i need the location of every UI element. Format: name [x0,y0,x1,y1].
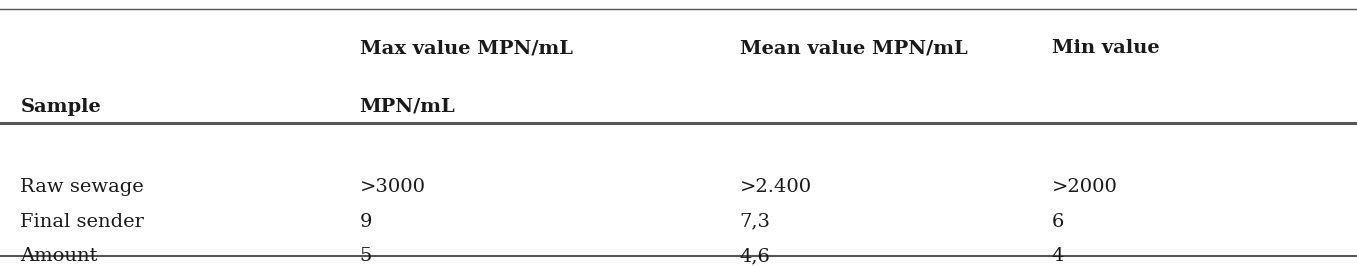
Text: Min value: Min value [1052,39,1159,57]
Text: >2000: >2000 [1052,178,1118,196]
Text: 7,3: 7,3 [740,213,771,231]
Text: Sample: Sample [20,98,102,116]
Text: Raw sewage: Raw sewage [20,178,144,196]
Text: 5: 5 [360,247,372,265]
Text: 4,6: 4,6 [740,247,771,265]
Text: MPN/mL: MPN/mL [360,98,455,116]
Text: >3000: >3000 [360,178,426,196]
Text: 4: 4 [1052,247,1064,265]
Text: Mean value MPN/mL: Mean value MPN/mL [740,39,968,57]
Text: 9: 9 [360,213,372,231]
Text: Amount: Amount [20,247,98,265]
Text: Max value MPN/mL: Max value MPN/mL [360,39,573,57]
Text: >2.400: >2.400 [740,178,811,196]
Text: 6: 6 [1052,213,1064,231]
Text: Final sender: Final sender [20,213,144,231]
